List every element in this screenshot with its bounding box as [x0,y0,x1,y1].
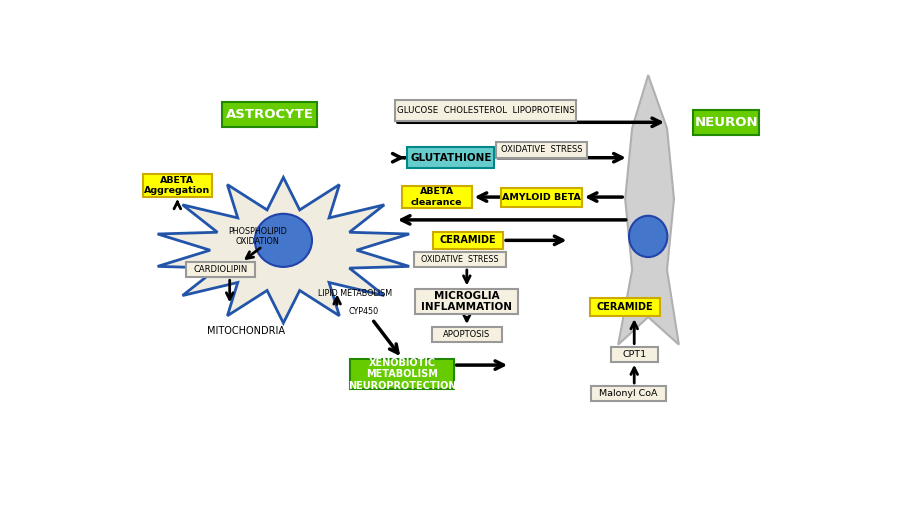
FancyBboxPatch shape [496,142,587,158]
Polygon shape [618,75,679,344]
FancyBboxPatch shape [590,298,660,316]
Text: CARDIOLIPIN: CARDIOLIPIN [194,265,248,274]
FancyBboxPatch shape [222,102,317,127]
Text: PHOSPHOLIPID
OXIDATION: PHOSPHOLIPID OXIDATION [228,227,287,246]
FancyBboxPatch shape [434,231,503,249]
Text: AMYLOID BETA: AMYLOID BETA [502,193,580,201]
Text: XENOBIOTIC
METABOLISM
NEUROPROTECTION: XENOBIOTIC METABOLISM NEUROPROTECTION [347,358,456,391]
FancyBboxPatch shape [591,386,666,401]
Text: OXIDATIVE  STRESS: OXIDATIVE STRESS [500,145,582,154]
FancyBboxPatch shape [402,186,472,208]
Ellipse shape [255,214,312,267]
Text: APOPTOSIS: APOPTOSIS [443,330,491,339]
Polygon shape [158,177,410,323]
Text: CPT1: CPT1 [622,350,646,359]
FancyBboxPatch shape [415,289,518,314]
FancyBboxPatch shape [407,148,494,168]
Text: ABETA
Aggregation: ABETA Aggregation [144,176,211,195]
Text: MITOCHONDRIA: MITOCHONDRIA [207,326,285,336]
Text: GLUCOSE  CHOLESTEROL  LIPOPROTEINS: GLUCOSE CHOLESTEROL LIPOPROTEINS [397,106,574,115]
FancyBboxPatch shape [501,188,581,206]
FancyBboxPatch shape [350,359,454,389]
Text: CYP450: CYP450 [348,307,378,316]
Text: ABETA
clearance: ABETA clearance [411,188,463,207]
FancyBboxPatch shape [432,328,501,342]
Text: CERAMIDE: CERAMIDE [597,302,653,312]
FancyBboxPatch shape [185,262,256,277]
FancyBboxPatch shape [414,252,506,267]
FancyBboxPatch shape [395,100,576,121]
Ellipse shape [629,216,668,257]
FancyBboxPatch shape [693,109,760,135]
FancyBboxPatch shape [610,347,658,362]
Text: Malonyl CoA: Malonyl CoA [599,389,658,398]
Text: OXIDATIVE  STRESS: OXIDATIVE STRESS [421,255,499,264]
Text: CERAMIDE: CERAMIDE [440,236,497,245]
Text: MICROGLIA
INFLAMMATION: MICROGLIA INFLAMMATION [421,291,512,312]
Text: LIPID METABOLISM: LIPID METABOLISM [319,289,392,298]
Text: NEURON: NEURON [695,116,758,129]
Text: ASTROCYTE: ASTROCYTE [226,108,313,121]
Text: GLUTATHIONE: GLUTATHIONE [410,153,491,162]
FancyBboxPatch shape [143,174,212,197]
